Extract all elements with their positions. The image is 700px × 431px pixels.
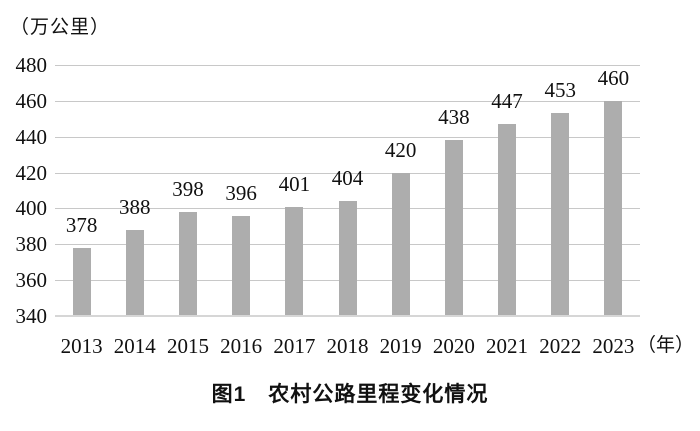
figure-caption: 图1 农村公路里程变化情况 bbox=[211, 383, 489, 406]
bar-value-label: 404 bbox=[331, 166, 364, 191]
gridline bbox=[55, 65, 640, 66]
y-tick-label: 460 bbox=[15, 88, 48, 113]
x-tick-label: 2014 bbox=[113, 334, 156, 358]
bar-value-label: 388 bbox=[119, 194, 151, 219]
y-tick-label: 420 bbox=[15, 160, 48, 185]
bar-value-label: 438 bbox=[438, 105, 470, 130]
x-tick-label: 2019 bbox=[379, 334, 422, 358]
x-tick-label: 2016 bbox=[220, 334, 263, 358]
bar-value-label: 460 bbox=[597, 65, 630, 90]
bar-2017 bbox=[285, 206, 304, 316]
x-tick-label: 2020 bbox=[432, 334, 475, 358]
bar-value-label: 453 bbox=[544, 78, 576, 103]
x-tick-label: 2022 bbox=[539, 334, 582, 358]
bar-value-label: 396 bbox=[225, 180, 257, 205]
y-tick-label: 380 bbox=[15, 232, 48, 257]
bar-2022 bbox=[551, 113, 570, 316]
bar-value-label: 447 bbox=[491, 89, 523, 114]
bar-2019 bbox=[391, 172, 410, 316]
y-tick-label: 440 bbox=[15, 124, 48, 149]
bar-value-label: 398 bbox=[172, 177, 204, 201]
x-axis-unit-label: （年） bbox=[637, 335, 695, 356]
y-tick-label: 340 bbox=[15, 304, 48, 328]
x-tick-label: 2013 bbox=[60, 334, 103, 358]
bar-value-label: 420 bbox=[384, 137, 417, 162]
y-tick-label: 480 bbox=[15, 53, 48, 77]
bar-2016 bbox=[232, 215, 251, 316]
x-axis-baseline bbox=[55, 315, 640, 317]
gridline bbox=[55, 100, 640, 102]
bar-value-label: 401 bbox=[278, 171, 311, 196]
bar-2023 bbox=[604, 100, 623, 316]
bar-2013 bbox=[72, 247, 91, 316]
x-tick-label: 2018 bbox=[326, 334, 369, 358]
gridline bbox=[55, 172, 640, 174]
x-tick-label: 2015 bbox=[166, 334, 209, 358]
y-axis-unit-label: （万公里） bbox=[10, 17, 111, 38]
x-tick-label: 2017 bbox=[273, 334, 316, 358]
bar-2021 bbox=[498, 124, 517, 316]
y-tick-label: 400 bbox=[15, 196, 48, 221]
bar-2018 bbox=[338, 201, 357, 316]
x-tick-label: 2023 bbox=[592, 334, 635, 358]
y-tick-label: 360 bbox=[15, 268, 48, 293]
bar-value-label: 378 bbox=[65, 212, 98, 237]
gridline bbox=[55, 136, 640, 138]
bar-2020 bbox=[444, 140, 463, 316]
bar-2015 bbox=[178, 212, 197, 316]
x-tick-label: 2021 bbox=[486, 334, 529, 358]
bar-2014 bbox=[125, 229, 144, 316]
